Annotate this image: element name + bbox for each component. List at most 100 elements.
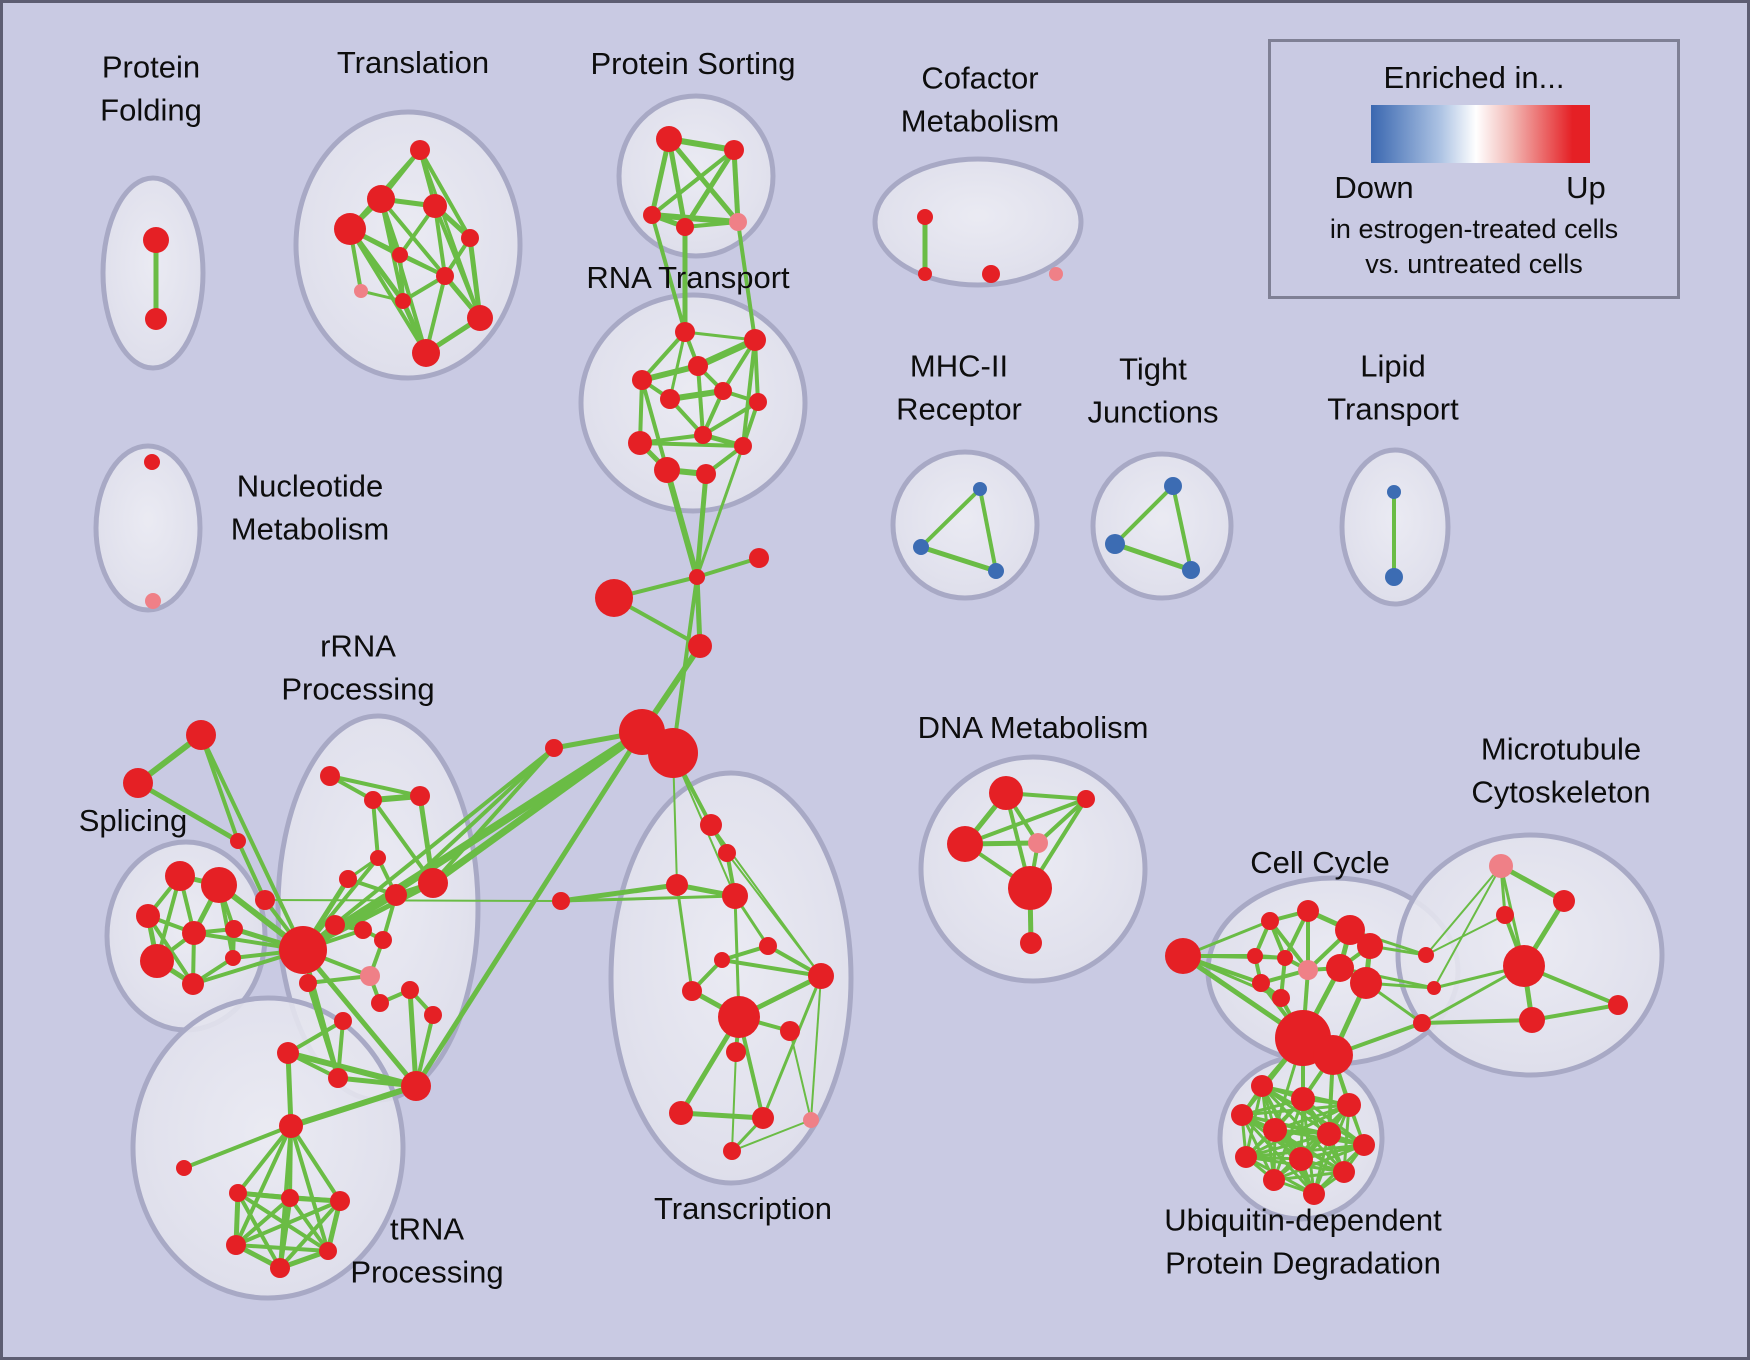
- node-r7: [694, 426, 712, 444]
- edge: [236, 1124, 293, 1195]
- edge: [721, 958, 822, 978]
- edge: [1421, 1018, 1533, 1025]
- node-h2: [648, 728, 698, 778]
- node-cc3: [1357, 933, 1383, 959]
- edge: [668, 331, 687, 400]
- cluster-label-rna-transport: RNA Transport: [586, 260, 790, 295]
- cluster-label-nucleotide-metabolism: Nucleotide Metabolism: [231, 469, 390, 547]
- edge: [348, 227, 428, 355]
- node-s1: [201, 867, 237, 903]
- edge: [1113, 484, 1175, 546]
- edge: [146, 914, 195, 986]
- node-k2: [1413, 1014, 1431, 1032]
- node-x12: [803, 1112, 819, 1128]
- node-pf1: [145, 308, 167, 330]
- node-cf0: [917, 209, 933, 225]
- node-ps3: [676, 218, 694, 236]
- edge: [789, 1030, 812, 1121]
- node-r9: [734, 437, 752, 455]
- network-canvas: Protein Folding Translation Protein Sorting…: [79, 45, 1665, 1301]
- cluster-ellipse-mhc-ii-receptor: [890, 449, 1040, 601]
- edge: [664, 469, 700, 578]
- legend-box: Enriched in... Down Up in estrogen-treat…: [1268, 39, 1680, 299]
- edge: [236, 1192, 282, 1269]
- edge: [736, 221, 757, 341]
- edge: [199, 734, 240, 842]
- cluster-ellipse-cofactor-metabolism: [872, 156, 1084, 288]
- node-rr14: [328, 1068, 348, 1088]
- node-t10: [412, 339, 440, 367]
- node-d4: [1008, 866, 1052, 910]
- node-ps1: [724, 140, 744, 160]
- cluster-label-dna-metabolism: DNA Metabolism: [918, 710, 1149, 745]
- node-u6: [1353, 1134, 1375, 1156]
- node-u0: [1251, 1075, 1273, 1097]
- node-tnl: [176, 1160, 192, 1176]
- edge: [301, 948, 418, 1088]
- node-mh0: [973, 482, 987, 496]
- cluster-label-cofactor-metabolism: Cofactor Metabolism: [901, 61, 1060, 139]
- edge: [371, 798, 435, 885]
- node-rr10: [371, 994, 389, 1012]
- node-r3: [632, 370, 652, 390]
- edge: [234, 1196, 292, 1247]
- node-t9: [467, 305, 493, 331]
- edge: [430, 729, 645, 886]
- cluster-label-lipid-transport: Lipid Transport: [1327, 349, 1459, 427]
- node-lp0: [1387, 485, 1401, 499]
- edge: [731, 1051, 737, 1152]
- node-cf1: [918, 267, 932, 281]
- node-c4: [545, 739, 563, 757]
- node-cc7: [1252, 974, 1270, 992]
- node-rr15: [401, 1071, 431, 1101]
- node-tn4: [319, 1242, 337, 1260]
- edge: [431, 746, 556, 885]
- edge: [379, 198, 428, 354]
- edge: [289, 1125, 330, 1252]
- node-mt1: [1553, 890, 1575, 912]
- edge: [761, 975, 823, 1119]
- node-u4: [1263, 1118, 1287, 1142]
- legend-gradient-bar: [1371, 105, 1590, 163]
- edge: [640, 330, 687, 382]
- node-r4: [660, 389, 680, 409]
- node-d1: [1077, 790, 1095, 808]
- node-tn2: [330, 1191, 350, 1211]
- edge: [650, 214, 687, 333]
- edge: [667, 137, 740, 224]
- node-nm1: [145, 593, 161, 609]
- node-rr3: [370, 850, 386, 866]
- edge: [1114, 541, 1192, 573]
- edge: [731, 149, 741, 223]
- node-tj2: [1182, 561, 1200, 579]
- node-c2: [595, 579, 633, 617]
- cluster-label-trna-processing: tRNA Processing: [350, 1212, 503, 1290]
- node-mt0: [1489, 854, 1513, 878]
- node-s2: [136, 904, 160, 928]
- edge: [978, 488, 998, 572]
- edge: [287, 1050, 417, 1089]
- edge: [1425, 865, 1502, 956]
- node-rr20: [334, 1012, 352, 1030]
- node-rr5: [385, 884, 407, 906]
- node-x4: [714, 952, 730, 968]
- node-t4: [461, 229, 479, 247]
- cluster-ellipse-tight-junctions: [1090, 451, 1234, 601]
- node-tn1: [281, 1189, 299, 1207]
- node-rr11: [401, 981, 419, 999]
- edge: [651, 212, 739, 225]
- edge: [236, 840, 267, 901]
- node-rr1: [364, 791, 382, 809]
- cluster-label-splicing: Splicing: [79, 803, 188, 838]
- edge: [731, 1119, 812, 1152]
- node-x13: [723, 1142, 741, 1160]
- node-nm0: [144, 454, 160, 470]
- cluster-label-tight-junctions: Tight Junctions: [1088, 352, 1219, 430]
- edge: [810, 975, 822, 1121]
- node-c1: [749, 548, 769, 568]
- edge: [675, 884, 694, 992]
- node-d5: [1020, 932, 1042, 954]
- edge: [1272, 1103, 1351, 1182]
- node-r11: [696, 464, 716, 484]
- node-mt5: [1519, 1007, 1545, 1033]
